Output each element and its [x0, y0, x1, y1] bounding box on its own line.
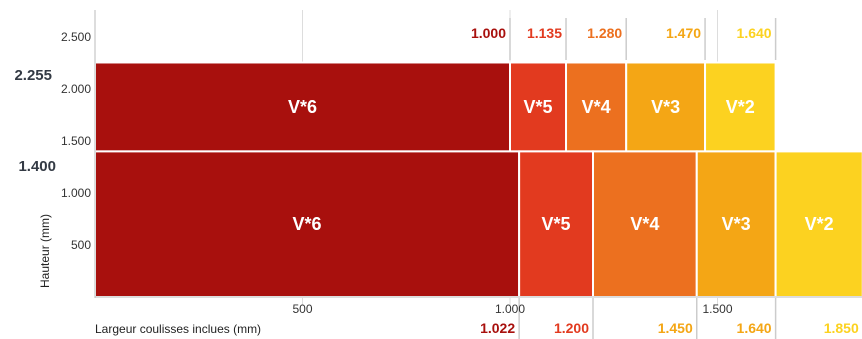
boundary-label: 1.022	[480, 320, 515, 336]
x-tick-label: 500	[292, 302, 312, 316]
boundary-label: 1.850	[824, 320, 859, 336]
boundary-label: 1.640	[737, 25, 772, 41]
segment-bar	[509, 61, 568, 153]
boundary-label: 1.000	[471, 25, 506, 41]
segment-label: V*6	[288, 97, 317, 117]
boundary-label: 1.450	[658, 320, 693, 336]
segment-label: V*4	[582, 97, 611, 117]
segment-bar	[625, 61, 707, 153]
segment-label: V*5	[523, 97, 552, 117]
axis-layer	[94, 10, 862, 298]
boundary-label: 1.280	[587, 25, 622, 41]
segment-label: V*4	[630, 214, 659, 234]
x-tick-label: 1.500	[702, 302, 732, 316]
y-bound-label: 1.400	[18, 158, 56, 175]
segment-bar	[774, 150, 862, 298]
y-tick-label: 2.000	[61, 82, 91, 96]
x-axis-title: Largeur coulisses inclues (mm)	[95, 322, 261, 336]
boundary-label: 1.470	[666, 25, 701, 41]
x-tick-label: 1.000	[495, 302, 525, 316]
segment-label: V*5	[542, 214, 571, 234]
segment-label: V*3	[651, 97, 680, 117]
segment-bar	[518, 150, 595, 298]
segment-label: V*2	[726, 97, 755, 117]
y-bound-label: 2.255	[14, 67, 52, 84]
boundary-label: 1.640	[737, 320, 772, 336]
y-tick-label: 2.500	[61, 30, 91, 44]
segment-bar	[695, 150, 777, 298]
segment-label: V*2	[805, 214, 834, 234]
y-tick-label: 1.000	[61, 186, 91, 200]
segment-label: V*3	[722, 214, 751, 234]
bars-layer	[94, 61, 862, 298]
y-axis-title: Hauteur (mm)	[38, 214, 52, 288]
labels-layer: V*6 V*5 V*4 V*3 V*2 V*6 V*5 V*4 V*3 V*2 1.000 1.135…	[14, 25, 858, 336]
boundary-label: 1.200	[554, 320, 589, 336]
boundary-label: 1.135	[527, 25, 562, 41]
segment-bar	[94, 61, 511, 153]
y-tick-label: 1.500	[61, 134, 91, 148]
segment-label: V*6	[293, 214, 322, 234]
y-tick-label: 500	[71, 238, 91, 252]
